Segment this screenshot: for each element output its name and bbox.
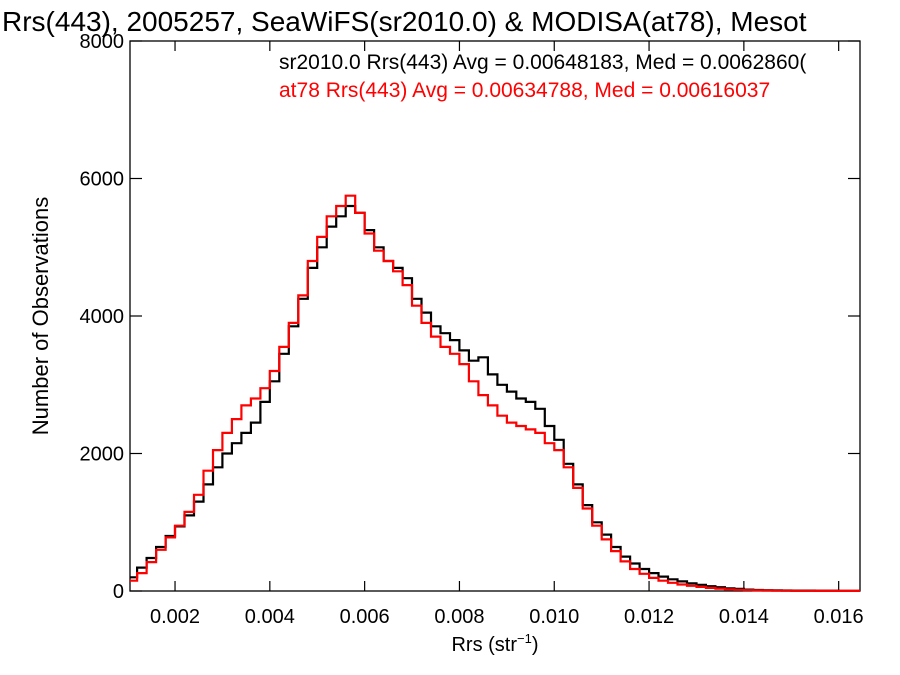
- y-axis-label: Number of Observations: [28, 197, 53, 435]
- series-lines: [130, 194, 860, 592]
- x-axis-label-superscript: −1: [517, 631, 532, 646]
- series-annotation-at78: at78 Rrs(443) Avg = 0.00634788, Med = 0.…: [279, 79, 770, 102]
- series-line-sr2010-0: [130, 204, 860, 592]
- plot-frame: [129, 40, 861, 592]
- axis-ticks: 0.002 0.004 0.006 0.008 0.010 0.012 0.014 0.016…: [80, 31, 864, 628]
- x-tick-label: 0.006: [340, 606, 390, 628]
- legend-annotations: sr2010.0 Rrs(443) Avg = 0.00648183, Med …: [279, 51, 806, 102]
- y-tick-label: 8000: [80, 31, 125, 53]
- x-tick-label: 0.008: [434, 606, 484, 628]
- y-tick-label: 4000: [80, 306, 125, 328]
- x-tick-label: 0.002: [150, 606, 200, 628]
- y-tick-label: 0: [113, 581, 124, 603]
- chart-title: Rrs(443), 2005257, SeaWiFS(sr2010.0) & M…: [2, 6, 807, 37]
- x-tick-label: 0.012: [624, 606, 674, 628]
- x-axis-label: Rrs (str−1): [451, 631, 538, 656]
- y-tick-label: 6000: [80, 169, 125, 191]
- x-tick-label: 0.014: [719, 606, 769, 628]
- plot-area: 0.002 0.004 0.006 0.008 0.010 0.012 0.014 0.016…: [80, 31, 864, 628]
- y-tick-label: 2000: [80, 444, 125, 466]
- series-line-at78: [130, 194, 860, 592]
- x-tick-label: 0.016: [814, 606, 864, 628]
- series-annotation-sr2010: sr2010.0 Rrs(443) Avg = 0.00648183, Med …: [279, 51, 806, 74]
- x-tick-label: 0.010: [529, 606, 579, 628]
- x-tick-label: 0.004: [245, 606, 295, 628]
